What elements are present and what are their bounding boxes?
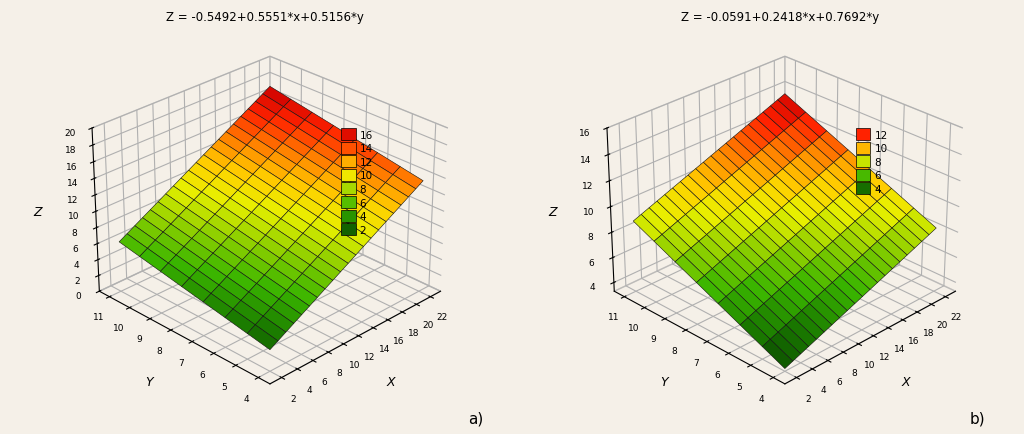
Text: a): a) [469,411,483,425]
Legend: 16, 14, 12, 10, 8, 6, 4, 2: 16, 14, 12, 10, 8, 6, 4, 2 [339,127,375,238]
X-axis label: X: X [902,375,910,388]
Y-axis label: Y: Y [144,375,153,388]
Y-axis label: Y: Y [659,375,668,388]
Text: b): b) [970,411,986,425]
Title: Z = -0.5492+0.5551*x+0.5156*y: Z = -0.5492+0.5551*x+0.5156*y [166,10,364,23]
Legend: 12, 10, 8, 6, 4: 12, 10, 8, 6, 4 [854,127,890,197]
Title: Z = -0.0591+0.2418*x+0.7692*y: Z = -0.0591+0.2418*x+0.7692*y [681,10,879,23]
X-axis label: X: X [387,375,395,388]
